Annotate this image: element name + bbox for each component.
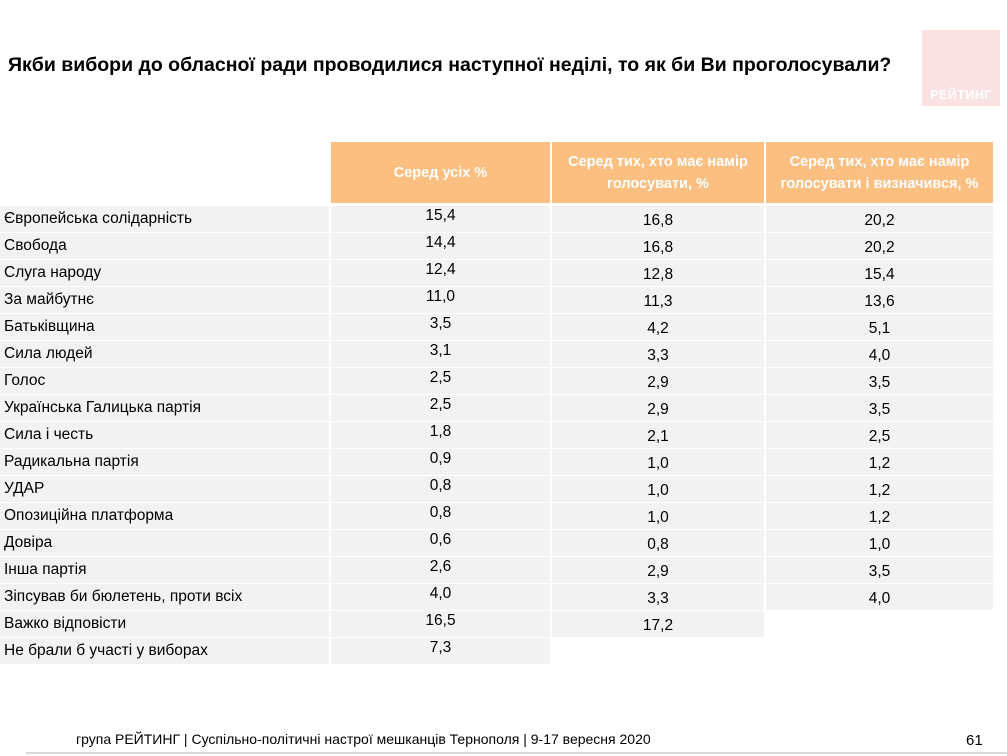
value-cell: 15,4 bbox=[331, 206, 550, 232]
page-title: Якби вибори до обласної ради проводилися… bbox=[8, 54, 892, 76]
rating-logo: РЕЙТИНГ bbox=[922, 30, 1000, 106]
value-cell: 3,1 bbox=[331, 341, 550, 367]
value-cell: 20,2 bbox=[766, 206, 993, 232]
value-cell: 4,0 bbox=[331, 584, 550, 610]
table-row: Сила і честь 1,8 2,1 2,5 bbox=[0, 422, 1007, 449]
page-number: 61 bbox=[966, 732, 983, 749]
table-row: Європейська солідарність 15,4 16,8 20,2 bbox=[0, 206, 1007, 233]
value-cell: 1,0 bbox=[552, 449, 764, 475]
value-cell: 0,8 bbox=[331, 503, 550, 529]
party-name: Важко відповісти bbox=[0, 611, 329, 637]
value-cell: 4,2 bbox=[552, 314, 764, 340]
value-cell: 0,8 bbox=[331, 476, 550, 502]
party-name: Не брали б участі у виборах bbox=[0, 638, 329, 664]
party-name: Європейська солідарність bbox=[0, 206, 329, 232]
column-header-intend: Серед тих, хто має намір голосувати, % bbox=[552, 142, 764, 203]
table-row: Батьківщина 3,5 4,2 5,1 bbox=[0, 314, 1007, 341]
table-row: За майбутнє 11,0 11,3 13,6 bbox=[0, 287, 1007, 314]
party-name: Свобода bbox=[0, 233, 329, 259]
value-cell: 11,0 bbox=[331, 287, 550, 313]
value-cell: 11,3 bbox=[552, 287, 764, 313]
value-cell: 2,9 bbox=[552, 557, 764, 583]
table-row: Радикальна партія 0,9 1,0 1,2 bbox=[0, 449, 1007, 476]
value-cell: 15,4 bbox=[766, 260, 993, 286]
value-cell: 0,8 bbox=[552, 530, 764, 556]
value-cell: 0,9 bbox=[331, 449, 550, 475]
value-cell: 16,8 bbox=[552, 206, 764, 232]
value-cell: 1,2 bbox=[766, 476, 993, 502]
value-cell: 4,0 bbox=[766, 584, 993, 610]
value-cell: 2,5 bbox=[331, 368, 550, 394]
value-cell: 3,3 bbox=[552, 584, 764, 610]
party-name: Голос bbox=[0, 368, 329, 394]
table-row: Голос 2,5 2,9 3,5 bbox=[0, 368, 1007, 395]
value-cell: 5,1 bbox=[766, 314, 993, 340]
value-cell: 2,6 bbox=[331, 557, 550, 583]
logo-text: РЕЙТИНГ bbox=[930, 88, 992, 102]
value-cell: 4,0 bbox=[766, 341, 993, 367]
value-cell: 1,0 bbox=[766, 530, 993, 556]
party-name: Опозиційна платформа bbox=[0, 503, 329, 529]
table-row: Слуга народу 12,4 12,8 15,4 bbox=[0, 260, 1007, 287]
value-cell: 3,3 bbox=[552, 341, 764, 367]
value-cell: 17,2 bbox=[552, 611, 764, 637]
party-name: Сила і честь bbox=[0, 422, 329, 448]
column-header-decided: Серед тих, хто має намір голосувати і ви… bbox=[766, 142, 993, 203]
value-cell: 16,8 bbox=[552, 233, 764, 259]
footer-divider bbox=[26, 752, 1007, 754]
value-cell: 2,5 bbox=[766, 422, 993, 448]
party-name: Батьківщина bbox=[0, 314, 329, 340]
party-name: Довіра bbox=[0, 530, 329, 556]
value-cell: 2,9 bbox=[552, 368, 764, 394]
value-cell: 1,8 bbox=[331, 422, 550, 448]
table-row: Не брали б участі у виборах 7,3 bbox=[0, 638, 1007, 665]
value-cell: 12,4 bbox=[331, 260, 550, 286]
table-row: УДАР 0,8 1,0 1,2 bbox=[0, 476, 1007, 503]
value-cell: 1,0 bbox=[552, 476, 764, 502]
value-cell: 1,2 bbox=[766, 503, 993, 529]
value-cell: 12,8 bbox=[552, 260, 764, 286]
table-row: Українська Галицька партія 2,5 2,9 3,5 bbox=[0, 395, 1007, 422]
party-name: Інша партія bbox=[0, 557, 329, 583]
value-cell: 3,5 bbox=[331, 314, 550, 340]
party-name: УДАР bbox=[0, 476, 329, 502]
results-table: Європейська солідарність 15,4 16,8 20,2 Своб… bbox=[0, 206, 1007, 665]
table-row: Довіра 0,6 0,8 1,0 bbox=[0, 530, 1007, 557]
table-row: Інша партія 2,6 2,9 3,5 bbox=[0, 557, 1007, 584]
table-row: Важко відповісти 16,5 17,2 bbox=[0, 611, 1007, 638]
value-cell: 16,5 bbox=[331, 611, 550, 637]
value-cell: 14,4 bbox=[331, 233, 550, 259]
party-name: За майбутнє bbox=[0, 287, 329, 313]
table-row: Свобода 14,4 16,8 20,2 bbox=[0, 233, 1007, 260]
value-cell: 20,2 bbox=[766, 233, 993, 259]
value-cell: 2,5 bbox=[331, 395, 550, 421]
value-cell: 2,9 bbox=[552, 395, 764, 421]
table-row: Зіпсував би бюлетень, проти всіх 4,0 3,3 4,… bbox=[0, 584, 1007, 611]
value-cell: 3,5 bbox=[766, 395, 993, 421]
value-cell: 13,6 bbox=[766, 287, 993, 313]
footer-text: група РЕЙТИНГ | Суспільно-політичні наст… bbox=[76, 731, 651, 747]
party-name: Сила людей bbox=[0, 341, 329, 367]
table-row: Опозиційна платформа 0,8 1,0 1,2 bbox=[0, 503, 1007, 530]
value-cell: 1,0 bbox=[552, 503, 764, 529]
value-cell: 2,1 bbox=[552, 422, 764, 448]
value-cell: 3,5 bbox=[766, 557, 993, 583]
party-name: Українська Галицька партія bbox=[0, 395, 329, 421]
value-cell: 1,2 bbox=[766, 449, 993, 475]
value-cell: 3,5 bbox=[766, 368, 993, 394]
table-row: Сила людей 3,1 3,3 4,0 bbox=[0, 341, 1007, 368]
value-cell: 7,3 bbox=[331, 638, 550, 664]
party-name: Радикальна партія bbox=[0, 449, 329, 475]
party-name: Зіпсував би бюлетень, проти всіх bbox=[0, 584, 329, 610]
party-name: Слуга народу bbox=[0, 260, 329, 286]
value-cell: 0,6 bbox=[331, 530, 550, 556]
column-header-all: Серед усіх % bbox=[331, 142, 550, 203]
